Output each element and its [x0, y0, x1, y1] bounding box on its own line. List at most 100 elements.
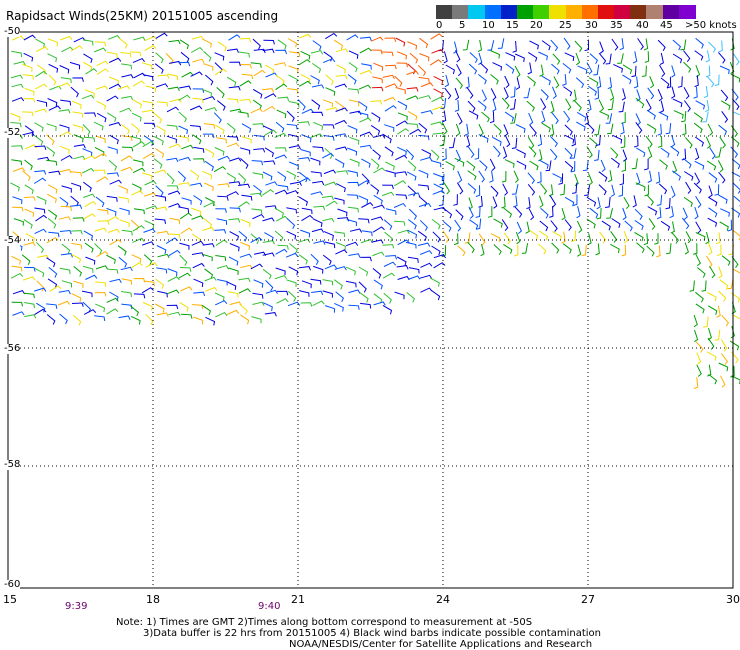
wind-barb — [440, 97, 447, 109]
wind-barb — [421, 82, 434, 88]
wind-barb — [313, 205, 326, 211]
wind-barb — [333, 39, 344, 50]
wind-barb — [695, 100, 706, 110]
wind-barb — [169, 233, 181, 239]
wind-barb — [10, 182, 20, 192]
wind-barb — [250, 236, 263, 244]
wind-barb — [34, 145, 47, 150]
wind-barb — [372, 268, 382, 279]
wind-barb — [252, 123, 265, 128]
wind-barb — [552, 173, 562, 183]
wind-barb — [240, 241, 251, 250]
wind-barb — [621, 244, 627, 257]
wind-barb — [108, 159, 118, 171]
wind-barb — [107, 112, 117, 123]
wind-barb — [275, 121, 285, 133]
wind-barb — [228, 218, 241, 223]
wind-barb — [683, 50, 691, 63]
wind-barb — [310, 157, 321, 166]
wind-barb — [656, 207, 662, 220]
wind-barb — [130, 123, 140, 134]
wind-barb — [358, 266, 369, 277]
wind-barb — [301, 134, 312, 143]
wind-barb — [191, 252, 205, 257]
wind-barb — [57, 300, 71, 306]
wind-barb — [12, 311, 25, 316]
wind-barb — [141, 62, 153, 70]
wind-barb — [155, 148, 165, 158]
wind-barb — [347, 206, 359, 213]
wind-barb — [179, 301, 189, 312]
wind-barb — [418, 122, 428, 134]
wind-barb — [660, 220, 671, 231]
wind-barb — [370, 124, 381, 135]
wind-barb — [598, 184, 607, 196]
wind-barb — [611, 38, 619, 51]
wind-barb — [34, 207, 46, 214]
wind-barb — [298, 254, 308, 265]
wind-barb — [464, 123, 469, 136]
wind-barb — [189, 105, 203, 111]
wind-barb — [550, 39, 559, 52]
wind-barb — [477, 100, 487, 111]
wind-barb — [505, 63, 515, 74]
wind-barb — [635, 182, 646, 191]
wind-barb — [108, 76, 119, 85]
wind-barb — [130, 315, 141, 325]
wind-barb — [216, 265, 230, 270]
wind-barb — [286, 230, 297, 240]
wind-barb — [24, 87, 35, 96]
wind-barb — [360, 238, 374, 244]
wind-barb — [229, 207, 241, 213]
wind-barb — [501, 196, 506, 209]
wind-barb — [359, 36, 372, 42]
wind-barb — [177, 170, 187, 182]
wind-barb — [60, 35, 73, 41]
wind-barb — [11, 159, 23, 166]
wind-barb — [620, 136, 626, 149]
wind-barb — [705, 231, 710, 245]
wind-barb — [538, 243, 547, 255]
wind-barb — [573, 100, 582, 112]
wind-barb — [610, 184, 615, 197]
wind-barb — [120, 266, 133, 272]
wind-barb — [81, 94, 95, 100]
wind-barb — [612, 134, 623, 144]
wind-barb — [562, 243, 572, 254]
wind-barb — [35, 214, 48, 222]
wind-barb — [262, 240, 275, 245]
wind-barb — [191, 35, 204, 41]
wind-barb — [251, 316, 262, 324]
wind-barb — [33, 177, 47, 184]
wind-barb — [59, 124, 70, 132]
wind-barb — [310, 75, 320, 85]
wind-barb — [418, 202, 432, 208]
wind-barb — [238, 51, 250, 58]
wind-barb — [656, 194, 663, 206]
wind-barb — [468, 63, 478, 75]
wind-barb — [84, 200, 97, 208]
wind-barb — [587, 233, 592, 246]
wind-barb — [549, 135, 558, 148]
wind-barb — [48, 105, 61, 111]
wind-barb — [117, 85, 131, 90]
wind-barb — [263, 39, 275, 45]
wind-barb — [453, 41, 458, 54]
wind-barb — [287, 301, 301, 307]
wind-barb — [563, 110, 571, 123]
wind-barb — [336, 170, 349, 175]
wind-barb — [716, 305, 721, 318]
wind-barb — [301, 108, 314, 114]
wind-barb — [708, 207, 718, 218]
wind-barb — [240, 64, 252, 69]
wind-barb — [562, 74, 567, 86]
wind-barb — [240, 218, 251, 228]
wind-barb — [349, 158, 360, 167]
wind-barb — [708, 185, 713, 198]
wind-barb — [469, 219, 479, 230]
wind-barb — [657, 123, 662, 136]
wind-barb — [454, 219, 462, 232]
wind-barb — [181, 144, 194, 150]
wind-barb — [606, 123, 614, 135]
wind-barb — [213, 166, 226, 173]
